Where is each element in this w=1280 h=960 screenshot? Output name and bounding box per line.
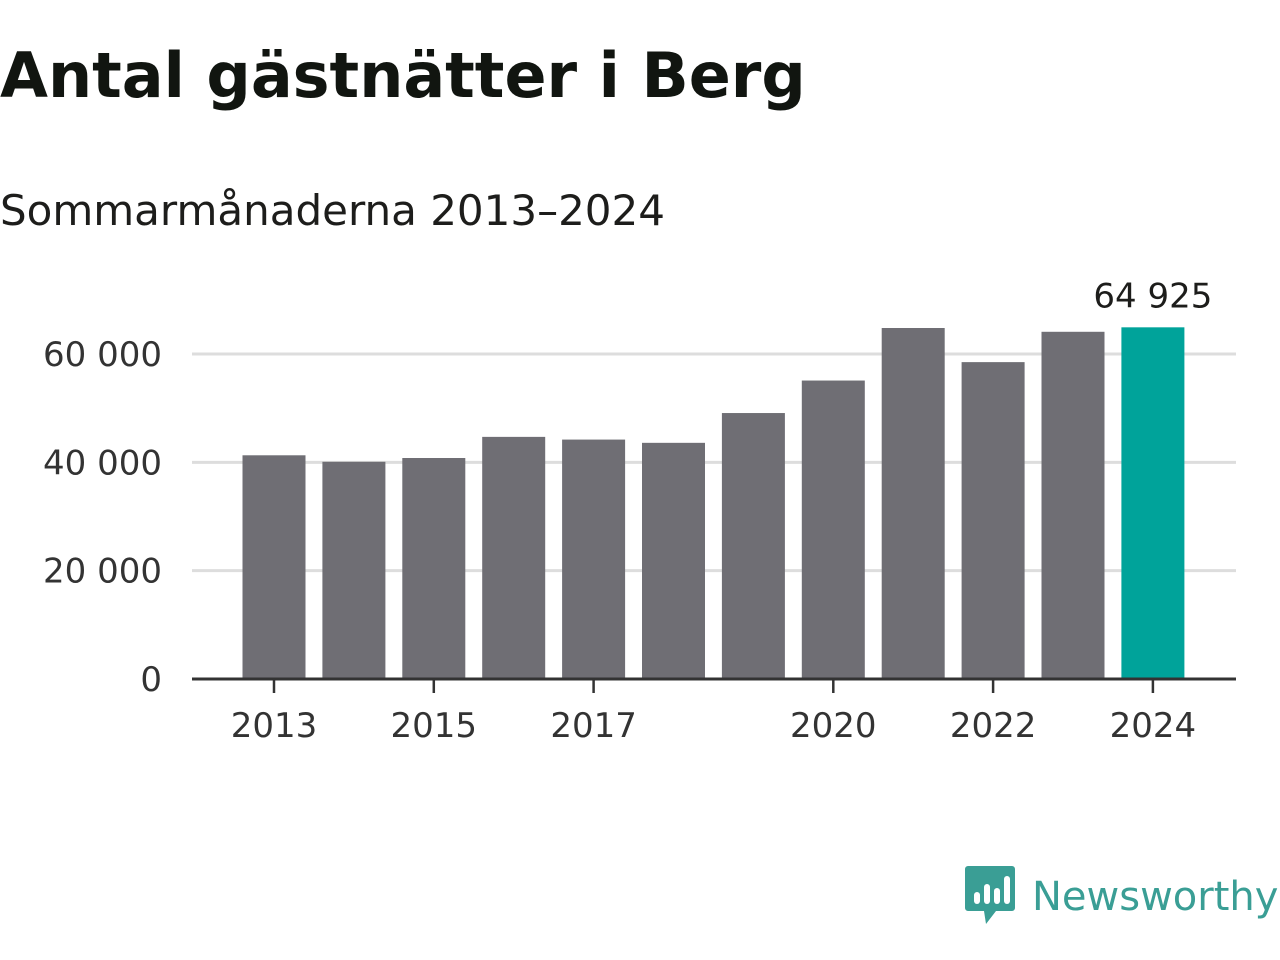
x-tick-label: 2020 [790, 706, 877, 746]
highlight-value-label: 64 925 [1093, 276, 1212, 316]
bar-2017 [562, 439, 626, 679]
bar-2019 [721, 413, 785, 679]
x-tick-label: 2022 [950, 706, 1037, 746]
y-tick-label: 0 [140, 660, 162, 700]
bar-2020 [801, 380, 865, 679]
bar-2013 [242, 455, 306, 679]
newsworthy-logo-text: Newsworthy [1032, 874, 1279, 920]
bar-2014 [322, 461, 386, 679]
x-tick-label: 2024 [1110, 706, 1197, 746]
bars [242, 327, 1185, 679]
bar-2024 [1121, 327, 1185, 679]
bar-2023 [1041, 331, 1105, 679]
bar-2022 [961, 362, 1025, 679]
axes [192, 677, 1236, 693]
bar-2021 [881, 328, 945, 679]
chart-subtitle: Sommarmånaderna 2013–2024 [0, 186, 665, 235]
x-tick-label: 2013 [231, 706, 318, 746]
chart-title: Antal gästnätter i Berg [0, 39, 806, 112]
bar-2018 [642, 442, 705, 679]
y-tick-label: 40 000 [43, 443, 162, 483]
bar-2016 [482, 436, 546, 679]
bar-chart: 0 20 000 40 000 60 000 2013 2015 2017 2020 2022 2… [43, 276, 1236, 746]
y-tick-label: 60 000 [43, 335, 162, 375]
labels: 0 20 000 40 000 60 000 2013 2015 2017 2020 2022 2… [43, 276, 1212, 746]
newsworthy-logo: Newsworthy [964, 864, 1278, 930]
newsworthy-logo-icon [964, 864, 1016, 930]
x-tick-label: 2017 [550, 706, 637, 746]
x-tick-label: 2015 [391, 706, 478, 746]
y-tick-label: 20 000 [43, 552, 162, 592]
bar-2015 [402, 458, 466, 679]
